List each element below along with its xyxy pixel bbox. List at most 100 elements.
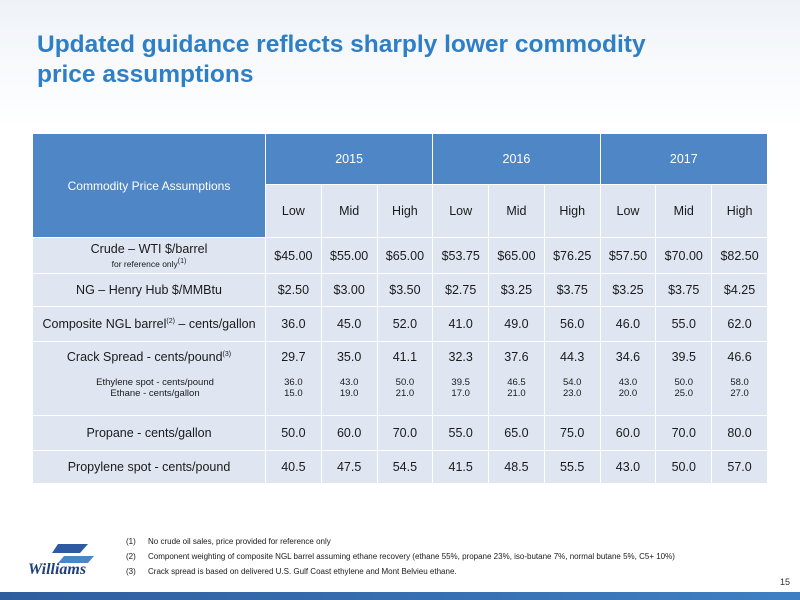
cell-value: 29.7 — [281, 350, 306, 364]
component-value: 20.0 — [618, 388, 638, 399]
table-cell: $70.00 — [655, 237, 713, 274]
table-cell: 39.5 50.0 25.0 — [655, 341, 713, 416]
table-cell: 41.5 — [432, 450, 490, 484]
table-cell: 48.5 — [488, 450, 545, 484]
component-value: 54.0 — [562, 377, 582, 388]
table-cell: 52.0 — [376, 306, 434, 342]
level-header: Mid — [320, 184, 378, 238]
table-cell: $65.00 — [376, 237, 434, 274]
level-header: Mid — [488, 184, 545, 238]
cell-value: 32.3 — [448, 350, 473, 364]
table-cell: $55.00 — [320, 237, 378, 274]
footer-bar — [0, 592, 800, 600]
cell-value: 34.6 — [615, 350, 641, 364]
table-cell: 50.0 — [655, 450, 713, 484]
component-value: 15.0 — [284, 388, 303, 399]
table-cell: 36.0 — [265, 306, 322, 342]
table-cell: 65.0 — [488, 415, 545, 451]
table-cell: $45.00 — [265, 237, 322, 274]
component-value: 50.0 — [674, 377, 693, 388]
table-cell: $53.75 — [432, 237, 490, 274]
table-cell: 80.0 — [711, 415, 768, 451]
table-cell: 75.0 — [543, 415, 601, 451]
row-label-text: Composite NGL barrel — [42, 317, 167, 331]
level-header: High — [376, 184, 434, 238]
component-value: 50.0 — [395, 377, 415, 388]
table-cell: 29.7 36.0 15.0 — [265, 341, 322, 416]
table-cell: 41.0 — [432, 306, 490, 342]
row-label: Crack Spread - cents/pound(3) Ethylene s… — [32, 341, 266, 416]
row-label: NG – Henry Hub $/MMBtu — [32, 273, 266, 307]
year-header: 2016 — [432, 133, 601, 185]
table-cell: 32.3 39.5 17.0 — [432, 341, 490, 416]
table-cell: 50.0 — [265, 415, 322, 451]
cell-value: 37.6 — [504, 350, 529, 364]
cell-value: 41.1 — [392, 350, 418, 364]
table-cell: 49.0 — [488, 306, 545, 342]
component-value: 39.5 — [451, 377, 470, 388]
table-cell: 35.0 43.0 19.0 — [320, 341, 378, 416]
table-cell: $57.50 — [599, 237, 657, 274]
footnote-number: (3) — [126, 567, 136, 576]
row-sublabel-text: for reference only — [111, 258, 178, 269]
table-cell: 45.0 — [320, 306, 378, 342]
williams-logo: Williams — [28, 540, 108, 580]
component-value: 21.0 — [507, 388, 526, 399]
table-cell: 47.5 — [320, 450, 378, 484]
table-cell: 57.0 — [711, 450, 768, 484]
table-cell: 56.0 — [543, 306, 601, 342]
level-header: Low — [599, 184, 657, 238]
row-label-text: Crude – WTI $/barrel — [90, 242, 208, 257]
table-row: Crack Spread - cents/pound(3) Ethylene s… — [32, 341, 768, 416]
component-value: 27.0 — [730, 388, 749, 399]
cell-value: 39.5 — [671, 350, 696, 364]
component-value: 21.0 — [395, 388, 415, 399]
page-number: 15 — [779, 577, 790, 587]
table-cell: 60.0 — [320, 415, 378, 451]
footnote-ref: (3) — [222, 350, 232, 358]
component-value: 25.0 — [674, 388, 693, 399]
level-header: Low — [432, 184, 490, 238]
commodity-price-table: Commodity Price Assumptions 2015 2016 20… — [32, 133, 769, 484]
table-cell: $65.00 — [488, 237, 545, 274]
component-value: 19.0 — [339, 388, 359, 399]
table-cell: 44.3 54.0 23.0 — [543, 341, 601, 416]
cell-value: 35.0 — [336, 350, 362, 364]
footnotes: (1) No crude oil sales, price provided fo… — [126, 534, 675, 579]
table-row: Propylene spot - cents/pound 40.5 47.5 5… — [32, 450, 768, 484]
table-row: Composite NGL barrel(2) – cents/gallon 3… — [32, 306, 768, 342]
table-cell: 40.5 — [265, 450, 322, 484]
component-value: 43.0 — [618, 377, 638, 388]
footnote-text: Crack spread is based on delivered U.S. … — [148, 567, 457, 576]
component-value: 43.0 — [339, 377, 359, 388]
level-header: High — [543, 184, 601, 238]
component-label: Ethane - cents/gallon — [110, 388, 200, 399]
table-cell: 37.6 46.5 21.0 — [488, 341, 545, 416]
row-label-unit: – cents/gallon — [174, 317, 256, 331]
level-header: Low — [265, 184, 322, 238]
table-cell: 46.0 — [599, 306, 657, 342]
component-value: 17.0 — [451, 388, 470, 399]
row-sublabel: for reference only(1) — [33, 258, 265, 269]
table-cell: 46.6 58.0 27.0 — [711, 341, 768, 416]
table-cell: 55.0 — [655, 306, 713, 342]
table-cell: 34.6 43.0 20.0 — [599, 341, 657, 416]
footnote: (3) Crack spread is based on delivered U.… — [126, 564, 675, 579]
table-cell: $76.25 — [543, 237, 601, 274]
component-value: 46.5 — [507, 377, 526, 388]
table-corner-label: Commodity Price Assumptions — [32, 133, 266, 238]
cell-value: 46.6 — [727, 350, 752, 364]
table-cell: $3.25 — [599, 273, 657, 307]
table-cell: $82.50 — [711, 237, 768, 274]
footnote-number: (2) — [126, 552, 136, 561]
component-label: Ethylene spot - cents/pound — [96, 377, 214, 388]
table-row: NG – Henry Hub $/MMBtu $2.50 $3.00 $3.50… — [32, 273, 768, 307]
footnote-ref: (2) — [166, 317, 175, 325]
table-cell: 55.0 — [432, 415, 490, 451]
table-cell: 70.0 — [376, 415, 434, 451]
table-row: Propane - cents/gallon 50.0 60.0 70.0 55… — [32, 415, 768, 451]
slide-title: Updated guidance reflects sharply lower … — [37, 31, 646, 88]
crack-spread-components: Ethylene spot - cents/pound Ethane - cen… — [45, 377, 265, 399]
table-cell: 55.5 — [543, 450, 601, 484]
row-label: Propane - cents/gallon — [32, 415, 266, 451]
